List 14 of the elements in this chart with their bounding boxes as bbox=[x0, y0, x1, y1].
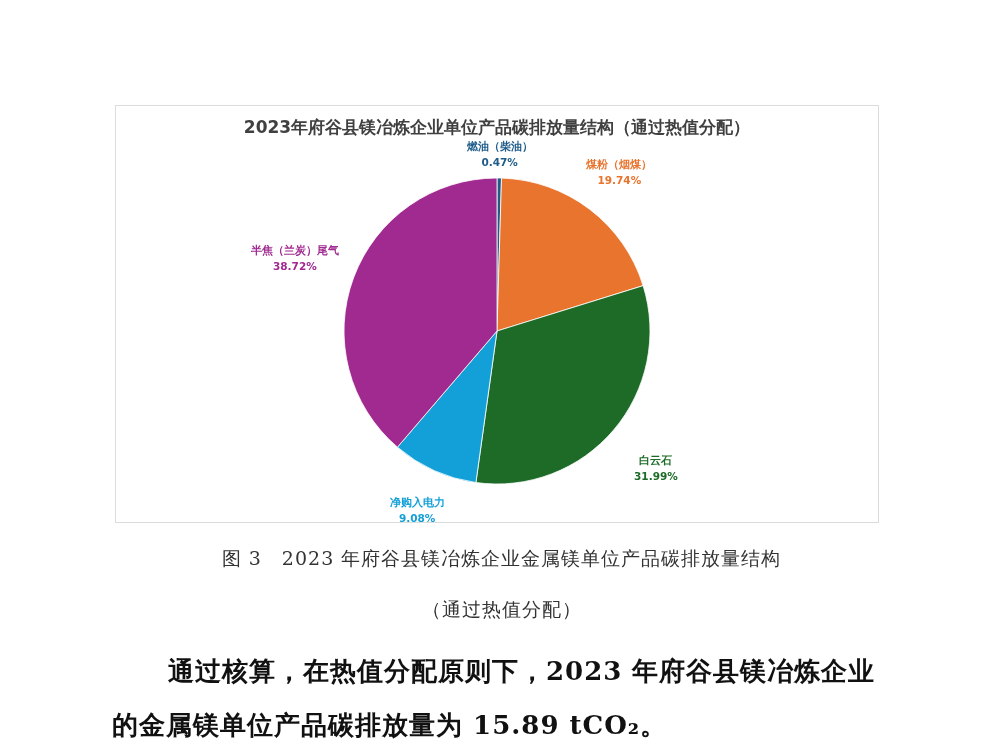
data-label: 19.74% bbox=[597, 174, 642, 186]
data-label: 9.08% bbox=[398, 512, 436, 525]
text: 通过核算，在热值分配原则下，2023 年府谷县镁冶炼企业的金属镁单位产品碳排放量为 15.89 tCO₂。 bbox=[112, 655, 877, 742]
data-label: 31.99% bbox=[634, 469, 679, 482]
text: （通过热值分配） bbox=[420, 597, 583, 622]
data-label: 0.47% bbox=[481, 156, 519, 169]
chart-title: 2023年府谷县镁冶炼企业单位产品碳排放量结构（通过热值分配） bbox=[243, 117, 751, 137]
slice-label: 煤粉（烟煤） bbox=[585, 158, 653, 171]
slice-label: 半焦（兰炭）尾气 bbox=[249, 244, 339, 258]
slice-label: 燃油（柴油） bbox=[465, 140, 533, 154]
slice-label: 净购入电力 bbox=[389, 496, 445, 510]
slice-label: 白云石 bbox=[639, 453, 673, 466]
data-label: 38.72% bbox=[273, 260, 318, 273]
caption: 图 3 2023 年府谷县镁冶炼企业金属镁单位产品碳排放量结构 bbox=[220, 546, 783, 571]
